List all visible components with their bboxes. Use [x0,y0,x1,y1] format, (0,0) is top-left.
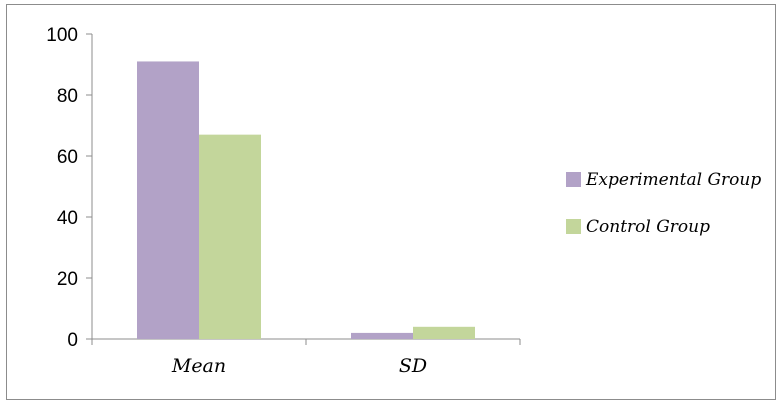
bar-control-group-sd [413,326,475,339]
x-axis: Mean SD [91,338,521,377]
x-category-label: SD [399,355,427,377]
legend: Experimental Group Control Group [566,170,761,237]
legend-swatch [566,172,581,187]
y-axis: 0 20 40 60 80 100 [46,25,93,351]
x-category-label: Mean [171,355,226,377]
bars [137,61,475,339]
y-tick-label: 40 [57,208,78,229]
bar-control-group-mean [199,134,261,339]
y-tick-label: 100 [46,25,78,46]
legend-swatch [566,219,581,234]
y-tick-label: 80 [57,86,78,107]
legend-label: Experimental Group [585,170,761,190]
y-tick-label: 60 [57,147,78,168]
y-tick-label: 20 [57,269,78,290]
bar-experimental-group-sd [351,332,413,339]
legend-label: Control Group [586,217,710,237]
bar-experimental-group-mean [137,61,199,339]
y-tick-label: 0 [67,330,78,351]
